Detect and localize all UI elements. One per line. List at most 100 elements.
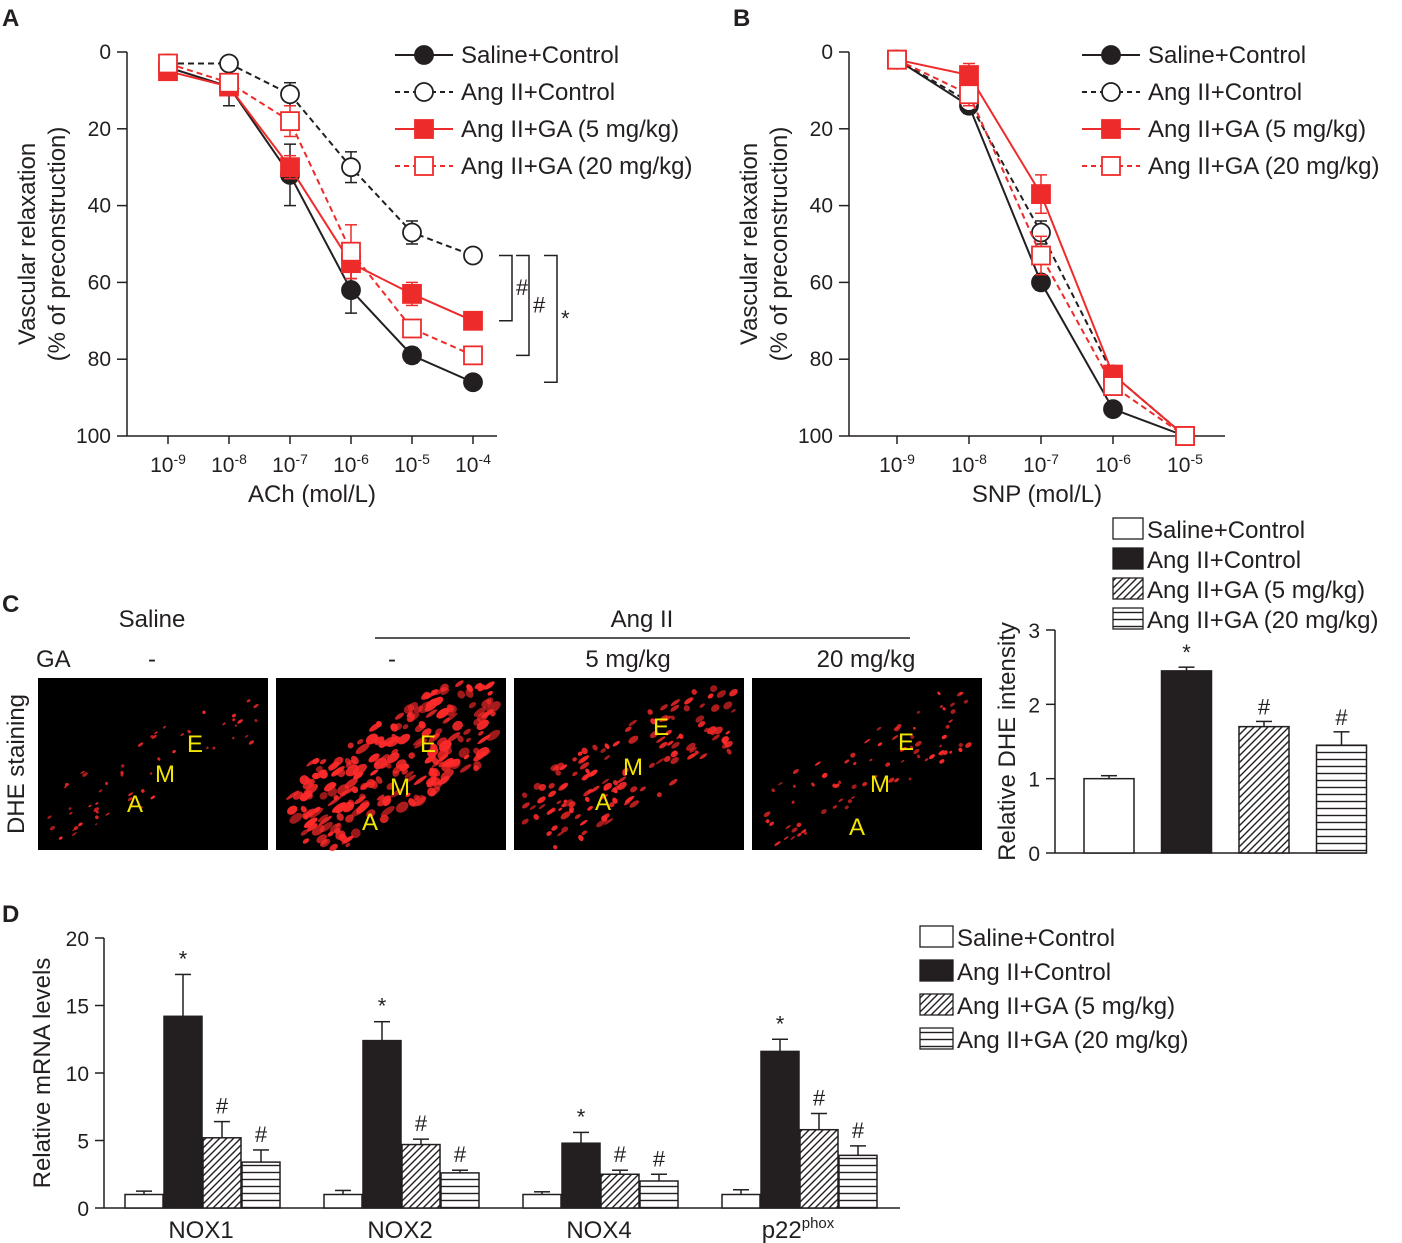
y-axis-title-line2: (% of preconstruction) bbox=[766, 127, 793, 362]
stain-spot bbox=[949, 750, 953, 754]
stain-spot bbox=[667, 740, 674, 746]
stain-spot bbox=[599, 794, 608, 801]
stain-spot bbox=[93, 807, 100, 812]
legend-swatch bbox=[919, 959, 954, 982]
stain-spot bbox=[64, 785, 67, 789]
stain-spot bbox=[287, 805, 298, 815]
stain-spot bbox=[312, 758, 320, 765]
y-tick-label: 40 bbox=[810, 195, 833, 218]
stain-spot bbox=[351, 755, 359, 765]
stain-spot bbox=[306, 823, 318, 832]
stain-spot bbox=[600, 748, 607, 754]
bar bbox=[600, 1173, 640, 1209]
x-tick-label: 10-9 bbox=[879, 451, 915, 477]
y-tick-label: 0 bbox=[821, 41, 833, 64]
stain-spot bbox=[659, 715, 669, 722]
stain-spot bbox=[344, 758, 352, 766]
stain-spot bbox=[347, 742, 354, 749]
bar bbox=[401, 1143, 441, 1209]
stain-spot bbox=[202, 710, 206, 714]
layer-label-a: A bbox=[362, 809, 378, 836]
stain-spot bbox=[844, 759, 850, 764]
stain-spot bbox=[668, 779, 678, 786]
stain-spot bbox=[395, 801, 409, 813]
legend-label: Ang II+GA (20 mg/kg) bbox=[461, 153, 692, 180]
y-tick-label: 80 bbox=[810, 348, 833, 371]
stain-spot bbox=[405, 792, 411, 798]
ga-dose-angii: - bbox=[388, 646, 396, 673]
bar bbox=[1315, 744, 1368, 854]
stain-spot bbox=[386, 752, 400, 764]
stain-spot bbox=[616, 776, 627, 784]
stain-spot bbox=[648, 762, 655, 768]
stain-spot bbox=[435, 687, 446, 695]
stain-spot bbox=[380, 754, 390, 761]
stain-spot bbox=[426, 776, 437, 786]
data-point bbox=[158, 53, 178, 74]
significance-mark: * bbox=[577, 1104, 586, 1129]
layer-label-m: M bbox=[390, 774, 410, 801]
stain-spot bbox=[157, 757, 161, 761]
stain-spot bbox=[792, 769, 799, 774]
stain-spot bbox=[941, 734, 947, 740]
significance-mark: # bbox=[415, 1111, 428, 1136]
image-background bbox=[38, 678, 268, 850]
stain-spot bbox=[317, 814, 329, 823]
stain-spot bbox=[386, 782, 395, 790]
stain-spot bbox=[893, 726, 899, 731]
stain-spot bbox=[603, 786, 608, 791]
stain-spot bbox=[408, 752, 416, 759]
stain-spot bbox=[672, 750, 677, 755]
stain-spot bbox=[406, 712, 413, 718]
significance-mark: * bbox=[179, 946, 188, 971]
x-tick-label: 10-7 bbox=[272, 451, 308, 477]
layer-label-m: M bbox=[623, 754, 643, 781]
stain-spot bbox=[699, 753, 708, 760]
stain-spot bbox=[353, 771, 364, 780]
chart-a-ach-relaxation: 0 20 40 60 80 100 10-9 10-8 10-7 10-6 10-5 10-4 ACh … bbox=[14, 41, 692, 508]
stain-spot bbox=[412, 736, 426, 746]
stain-spot bbox=[463, 728, 471, 735]
legend-label: Ang II+Control bbox=[1147, 547, 1301, 574]
stain-spot bbox=[380, 805, 395, 817]
stain-spot bbox=[612, 787, 617, 791]
stain-spot bbox=[555, 770, 561, 776]
stain-spot bbox=[345, 842, 351, 848]
stain-spot bbox=[956, 691, 963, 697]
stain-spot bbox=[418, 701, 433, 714]
legend-label: Saline+Control bbox=[1147, 517, 1305, 544]
stain-spot bbox=[723, 701, 733, 710]
legend: Saline+Control Ang II+Control Ang II+GA (5… bbox=[395, 42, 692, 180]
stain-spot bbox=[318, 815, 332, 826]
stain-spot bbox=[444, 712, 458, 723]
stain-spot bbox=[703, 727, 710, 733]
stain-spot bbox=[916, 754, 921, 759]
stain-spot bbox=[82, 772, 88, 777]
stain-spot bbox=[604, 743, 610, 750]
bar bbox=[362, 1039, 402, 1209]
y-tick-label: 100 bbox=[76, 425, 111, 448]
stain-spot bbox=[231, 713, 237, 718]
stain-spot bbox=[791, 800, 795, 803]
stain-spot bbox=[814, 761, 821, 766]
stain-spot bbox=[609, 802, 615, 808]
significance-mark: # bbox=[1258, 694, 1271, 719]
panel-label-b: B bbox=[733, 5, 750, 32]
stain-spot bbox=[601, 813, 610, 820]
stain-spot bbox=[375, 720, 382, 727]
stain-spot bbox=[885, 762, 891, 767]
stain-spot bbox=[246, 699, 251, 703]
stain-spot bbox=[468, 701, 477, 709]
stain-spot bbox=[437, 749, 449, 760]
stain-spot bbox=[603, 818, 614, 825]
ga-dose-5: 5 mg/kg bbox=[585, 646, 670, 673]
stain-spot bbox=[129, 803, 133, 806]
stain-spot bbox=[80, 770, 85, 774]
layer-label-e: E bbox=[187, 731, 203, 758]
bar bbox=[639, 1180, 679, 1209]
stain-spot bbox=[336, 813, 344, 821]
stain-spot bbox=[612, 797, 618, 804]
y-tick-label: 20 bbox=[88, 118, 111, 141]
stain-spot bbox=[455, 680, 464, 687]
y-tick-label: 0 bbox=[1028, 843, 1040, 866]
